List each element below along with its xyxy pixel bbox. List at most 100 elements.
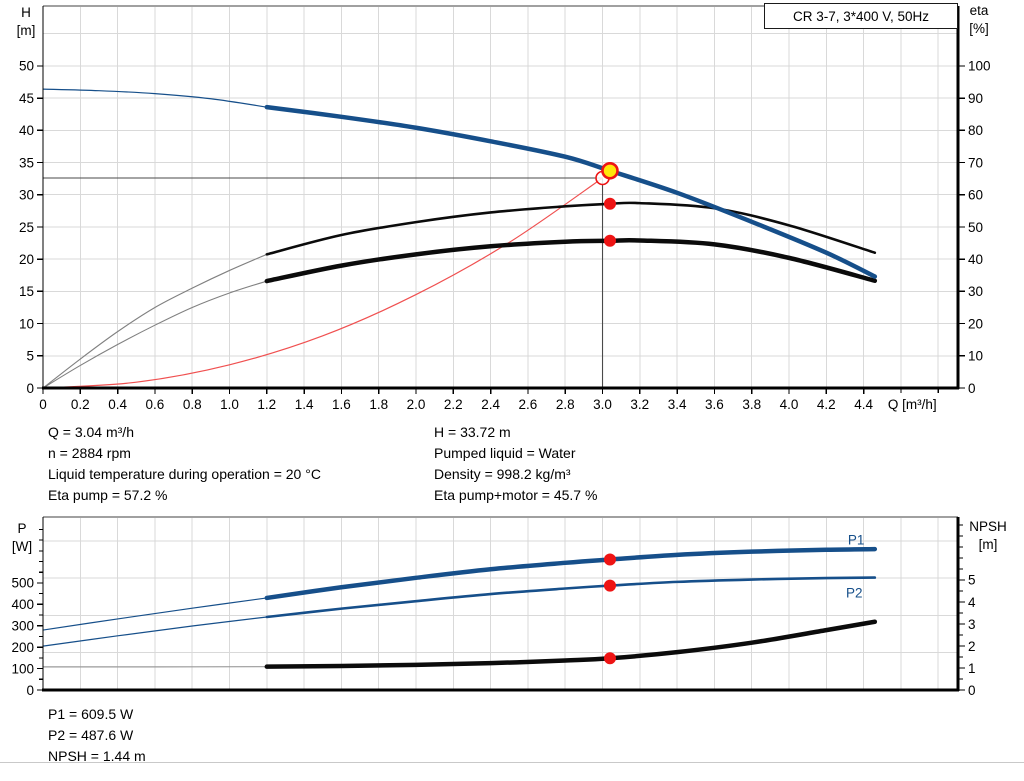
page-separator-line: [0, 762, 1024, 763]
h-curve-lead: [42, 88, 268, 108]
annotation-p1: P1 = 609.5 W: [48, 706, 134, 722]
y-axis-left-tick-label: 0: [26, 381, 34, 396]
x-axis-tick-label: 0.4: [108, 397, 127, 412]
y-axis-left-tick-label: 10: [19, 316, 34, 331]
y-axis-right-tick-label: 3: [968, 617, 976, 632]
annotation-liquid-temp: Liquid temperature during operation = 20…: [48, 466, 321, 482]
y-axis-right-tick-label: 1: [968, 661, 976, 676]
p1-curve-lead: [42, 597, 268, 631]
h-curve: [264, 104, 878, 279]
y-axis-left-tick-label: 100: [11, 661, 34, 676]
y-axis-left-tick-label: 0: [26, 683, 34, 698]
system-curve: [42, 177, 604, 389]
y-axis-left-tick-label: 300: [11, 619, 34, 634]
x-axis-tick-label: 4.0: [780, 397, 799, 412]
y-axis-right-tick-label: 0: [968, 683, 976, 698]
y-axis-right-tick-label: 10: [968, 349, 983, 364]
annotation-eta-pump: Eta pump = 57.2 %: [48, 487, 168, 503]
x-axis-tick-label: 2.2: [444, 397, 463, 412]
x-axis-tick-label: 2.0: [407, 397, 426, 412]
y-axis-right-tick-label: 5: [968, 573, 976, 588]
p2-curve-label: P2: [846, 586, 863, 601]
x-axis-tick-label: 1.0: [220, 397, 239, 412]
annotation-flow: Q = 3.04 m³/h: [48, 424, 134, 440]
y-axis-left-tick-label: 5: [26, 349, 34, 364]
x-axis-tick-label: 4.4: [854, 397, 873, 412]
x-axis-tick-label: 3.2: [630, 397, 649, 412]
p2-operating-dot: [603, 579, 616, 592]
annotation-p2: P2 = 487.6 W: [48, 727, 134, 743]
x-axis-tick-label: 4.2: [817, 397, 836, 412]
x-axis-tick-label: 3.6: [705, 397, 724, 412]
p2-curve: [265, 576, 877, 619]
y-axis-left-tick-label: 20: [19, 252, 34, 267]
eta-pump-curve: [265, 201, 877, 256]
y-axis-left-title: H: [21, 5, 31, 20]
p1-operating-dot: [603, 553, 616, 566]
y-axis-right-tick-label: 30: [968, 284, 983, 299]
y-axis-left-title: P: [17, 521, 26, 536]
duty-point-marker[interactable]: [601, 161, 619, 180]
annotation-npsh: NPSH = 1.44 m: [48, 748, 146, 764]
pump-model-badge: CR 3-7, 3*400 V, 50Hz: [764, 3, 958, 29]
y-axis-left-title: [m]: [17, 23, 36, 38]
y-axis-left-tick-label: 400: [11, 597, 34, 612]
annotation-pumped-liquid: Pumped liquid = Water: [434, 445, 576, 461]
y-axis-right-tick-label: 90: [968, 91, 983, 106]
eta-pump-curve-lead: [42, 253, 268, 389]
x-axis-tick-label: 1.6: [332, 397, 351, 412]
eta-pump-motor-curve-lead: [42, 280, 268, 389]
annotation-head: H = 33.72 m: [434, 424, 511, 440]
annotation-speed: n = 2884 rpm: [48, 445, 131, 461]
y-axis-right-title: eta: [970, 3, 989, 18]
annotation-eta-pump-motor: Eta pump+motor = 45.7 %: [434, 487, 598, 503]
eta-pump-motor-operating-dot: [603, 234, 616, 247]
y-axis-left-tick-label: 200: [11, 640, 34, 655]
y-axis-left-tick-label: 15: [19, 284, 34, 299]
x-axis-tick-label: 0.6: [146, 397, 165, 412]
y-axis-right-tick-label: 0: [968, 381, 976, 396]
eta-pump-motor-curve: [264, 238, 878, 284]
x-axis-tick-label: 0.2: [71, 397, 90, 412]
y-axis-left-tick-label: 25: [19, 220, 34, 235]
y-axis-left-tick-label: 35: [19, 155, 34, 170]
y-axis-left-tick-label: 30: [19, 188, 34, 203]
y-axis-right-title: [%]: [969, 21, 989, 36]
y-axis-right-tick-label: 70: [968, 155, 983, 170]
x-axis-tick-label: 1.8: [369, 397, 388, 412]
y-axis-right-tick-label: 50: [968, 220, 983, 235]
x-axis-tick-label: 2.8: [556, 397, 575, 412]
y-axis-right-tick-label: 2: [968, 639, 976, 654]
npsh-curve: [264, 619, 878, 669]
y-axis-right-tick-label: 40: [968, 252, 983, 267]
eta-pump-operating-dot: [603, 197, 616, 210]
y-axis-right-title: [m]: [979, 537, 998, 552]
y-axis-right-tick-label: 4: [968, 595, 976, 610]
y-axis-right-tick-label: 100: [968, 59, 991, 74]
x-axis-unit-label: Q [m³/h]: [888, 397, 937, 412]
npsh-operating-dot: [603, 652, 616, 665]
y-axis-left-tick-label: 40: [19, 123, 34, 138]
p2-curve-lead: [42, 616, 268, 647]
y-axis-right-tick-label: 60: [968, 188, 983, 203]
p1-curve: [264, 546, 878, 601]
x-axis-tick-label: 1.2: [257, 397, 276, 412]
y-axis-right-title: NPSH: [969, 519, 1007, 534]
y-axis-left-tick-label: 500: [11, 576, 34, 591]
x-axis-tick-label: 2.4: [481, 397, 500, 412]
x-axis-tick-label: 3.0: [593, 397, 612, 412]
y-axis-left-title: [W]: [12, 539, 32, 554]
y-axis-right-tick-label: 20: [968, 316, 983, 331]
x-axis-tick-label: 3.4: [668, 397, 687, 412]
y-axis-left-tick-label: 45: [19, 91, 34, 106]
x-axis-tick-label: 3.8: [742, 397, 761, 412]
annotation-density: Density = 998.2 kg/m³: [434, 466, 571, 482]
p1-curve-label: P1: [848, 533, 865, 548]
y-axis-right-tick-label: 80: [968, 123, 983, 138]
y-axis-left-tick-label: 50: [19, 59, 34, 74]
x-axis-tick-label: 0.8: [183, 397, 202, 412]
x-axis-tick-label: 0: [39, 397, 47, 412]
x-axis-tick-label: 1.4: [295, 397, 314, 412]
